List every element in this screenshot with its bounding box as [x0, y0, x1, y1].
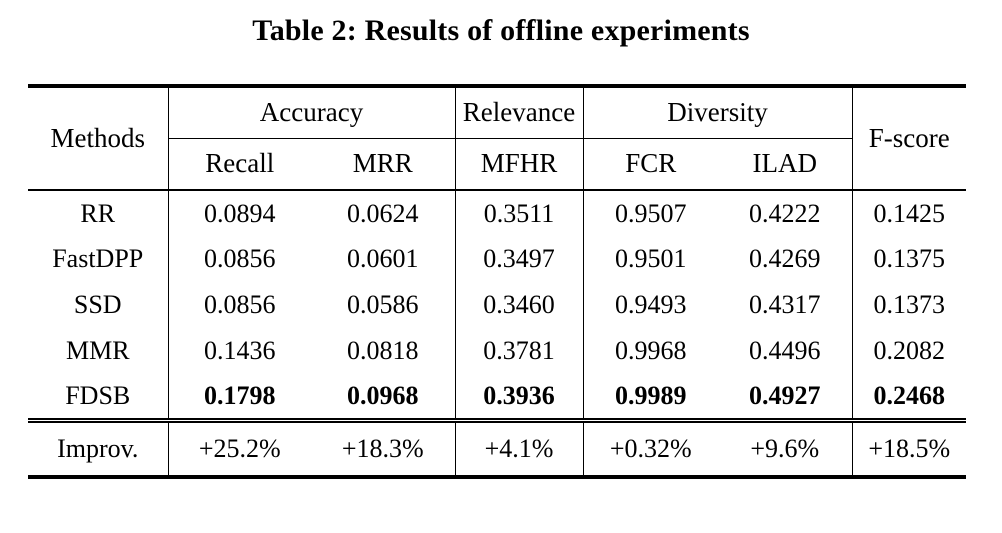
- header-group-diversity: Diversity: [582, 84, 852, 139]
- value-cell: 0.9493: [582, 282, 718, 328]
- value-cell: 0.0968: [311, 374, 455, 423]
- table-row-mmr: MMR 0.1436 0.0818 0.3781 0.9968 0.4496 0…: [28, 328, 966, 374]
- table-row-rr: RR 0.0894 0.0624 0.3511 0.9507 0.4222 0.…: [28, 190, 966, 236]
- value-cell: 0.0856: [167, 236, 311, 282]
- header-cell-fscore: F-score: [851, 84, 966, 191]
- value-cell: 0.2082: [851, 328, 966, 374]
- value-cell: 0.0601: [347, 244, 419, 273]
- value-cell: 0.4496: [749, 336, 821, 365]
- method-cell: RR: [80, 198, 116, 228]
- value-cell: 0.4317: [749, 290, 821, 319]
- value-cell: +4.1%: [454, 420, 583, 479]
- header-sub-row: Recall MRR MFHR FCR ILAD: [28, 138, 966, 191]
- value-cell: 0.3511: [454, 190, 583, 236]
- value-cell: 0.1375: [851, 236, 966, 282]
- value-cell: 0.4927: [718, 374, 852, 423]
- table-caption: Table 2: Results of offline experiments: [252, 14, 750, 47]
- value-cell: 0.9968: [582, 328, 718, 374]
- method-cell: Improv.: [28, 420, 168, 479]
- value-cell: 0.0586: [347, 290, 419, 319]
- method-cell: FDSB: [28, 374, 168, 423]
- value-cell: 0.0624: [347, 198, 419, 228]
- value-cell: 0.9507: [582, 190, 718, 236]
- value-cell: 0.1436: [167, 328, 311, 374]
- value-cell: 0.3460: [454, 282, 583, 328]
- method-cell: FastDPP: [52, 244, 144, 273]
- method-cell: MMR: [65, 336, 130, 365]
- table-row-fastdpp: FastDPP 0.0856 0.0601 0.3497 0.9501 0.42…: [28, 236, 966, 282]
- value-cell: 0.0894: [167, 190, 311, 236]
- table-row-improv: Improv. +25.2% +18.3% +4.1% +0.32% +9.6%…: [28, 420, 966, 479]
- value-cell: 0.2468: [851, 374, 966, 423]
- value-cell: 0.4269: [749, 244, 821, 273]
- header-cell-mrr: MRR: [311, 138, 455, 191]
- value-cell: 0.9501: [582, 236, 718, 282]
- value-cell: +18.3%: [311, 420, 455, 479]
- value-cell: +9.6%: [718, 420, 852, 479]
- table-header: Methods Accuracy Relevance Diversity F-s…: [28, 84, 966, 191]
- value-cell: 0.0856: [167, 282, 311, 328]
- value-cell: 0.1373: [851, 282, 966, 328]
- header-group-accuracy: Accuracy: [167, 84, 455, 139]
- paper-page: Table 2: Results of offline experiments …: [0, 14, 1002, 533]
- header-cell-recall: Recall: [167, 138, 311, 191]
- value-cell: +25.2%: [167, 420, 311, 479]
- value-cell: 0.3936: [454, 374, 583, 423]
- results-table: Methods Accuracy Relevance Diversity F-s…: [28, 84, 966, 479]
- table-row-ssd: SSD 0.0856 0.0586 0.3460 0.9493 0.4317 0…: [28, 282, 966, 328]
- value-cell: +18.5%: [851, 420, 966, 479]
- header-cell-mfhr: MFHR: [454, 138, 583, 191]
- header-group-relevance: Relevance: [454, 84, 583, 139]
- value-cell: 0.3781: [454, 328, 583, 374]
- value-cell: 0.0818: [347, 336, 419, 365]
- value-cell: 0.3497: [454, 236, 583, 282]
- header-group-row: Methods Accuracy Relevance Diversity F-s…: [28, 84, 966, 191]
- table-body: RR 0.0894 0.0624 0.3511 0.9507 0.4222 0.…: [28, 190, 966, 479]
- value-cell: 0.4222: [749, 198, 821, 228]
- table-row-fdsb: FDSB 0.1798 0.0968 0.3936 0.9989 0.4927 …: [28, 374, 966, 423]
- value-cell: 0.1798: [167, 374, 311, 423]
- header-cell-methods: Methods: [28, 84, 168, 191]
- method-cell: SSD: [73, 290, 122, 319]
- value-cell: 0.9989: [582, 374, 718, 423]
- header-cell-ilad: ILAD: [718, 138, 852, 191]
- value-cell: +0.32%: [582, 420, 718, 479]
- value-cell: 0.1425: [851, 190, 966, 236]
- header-cell-fcr: FCR: [582, 138, 718, 191]
